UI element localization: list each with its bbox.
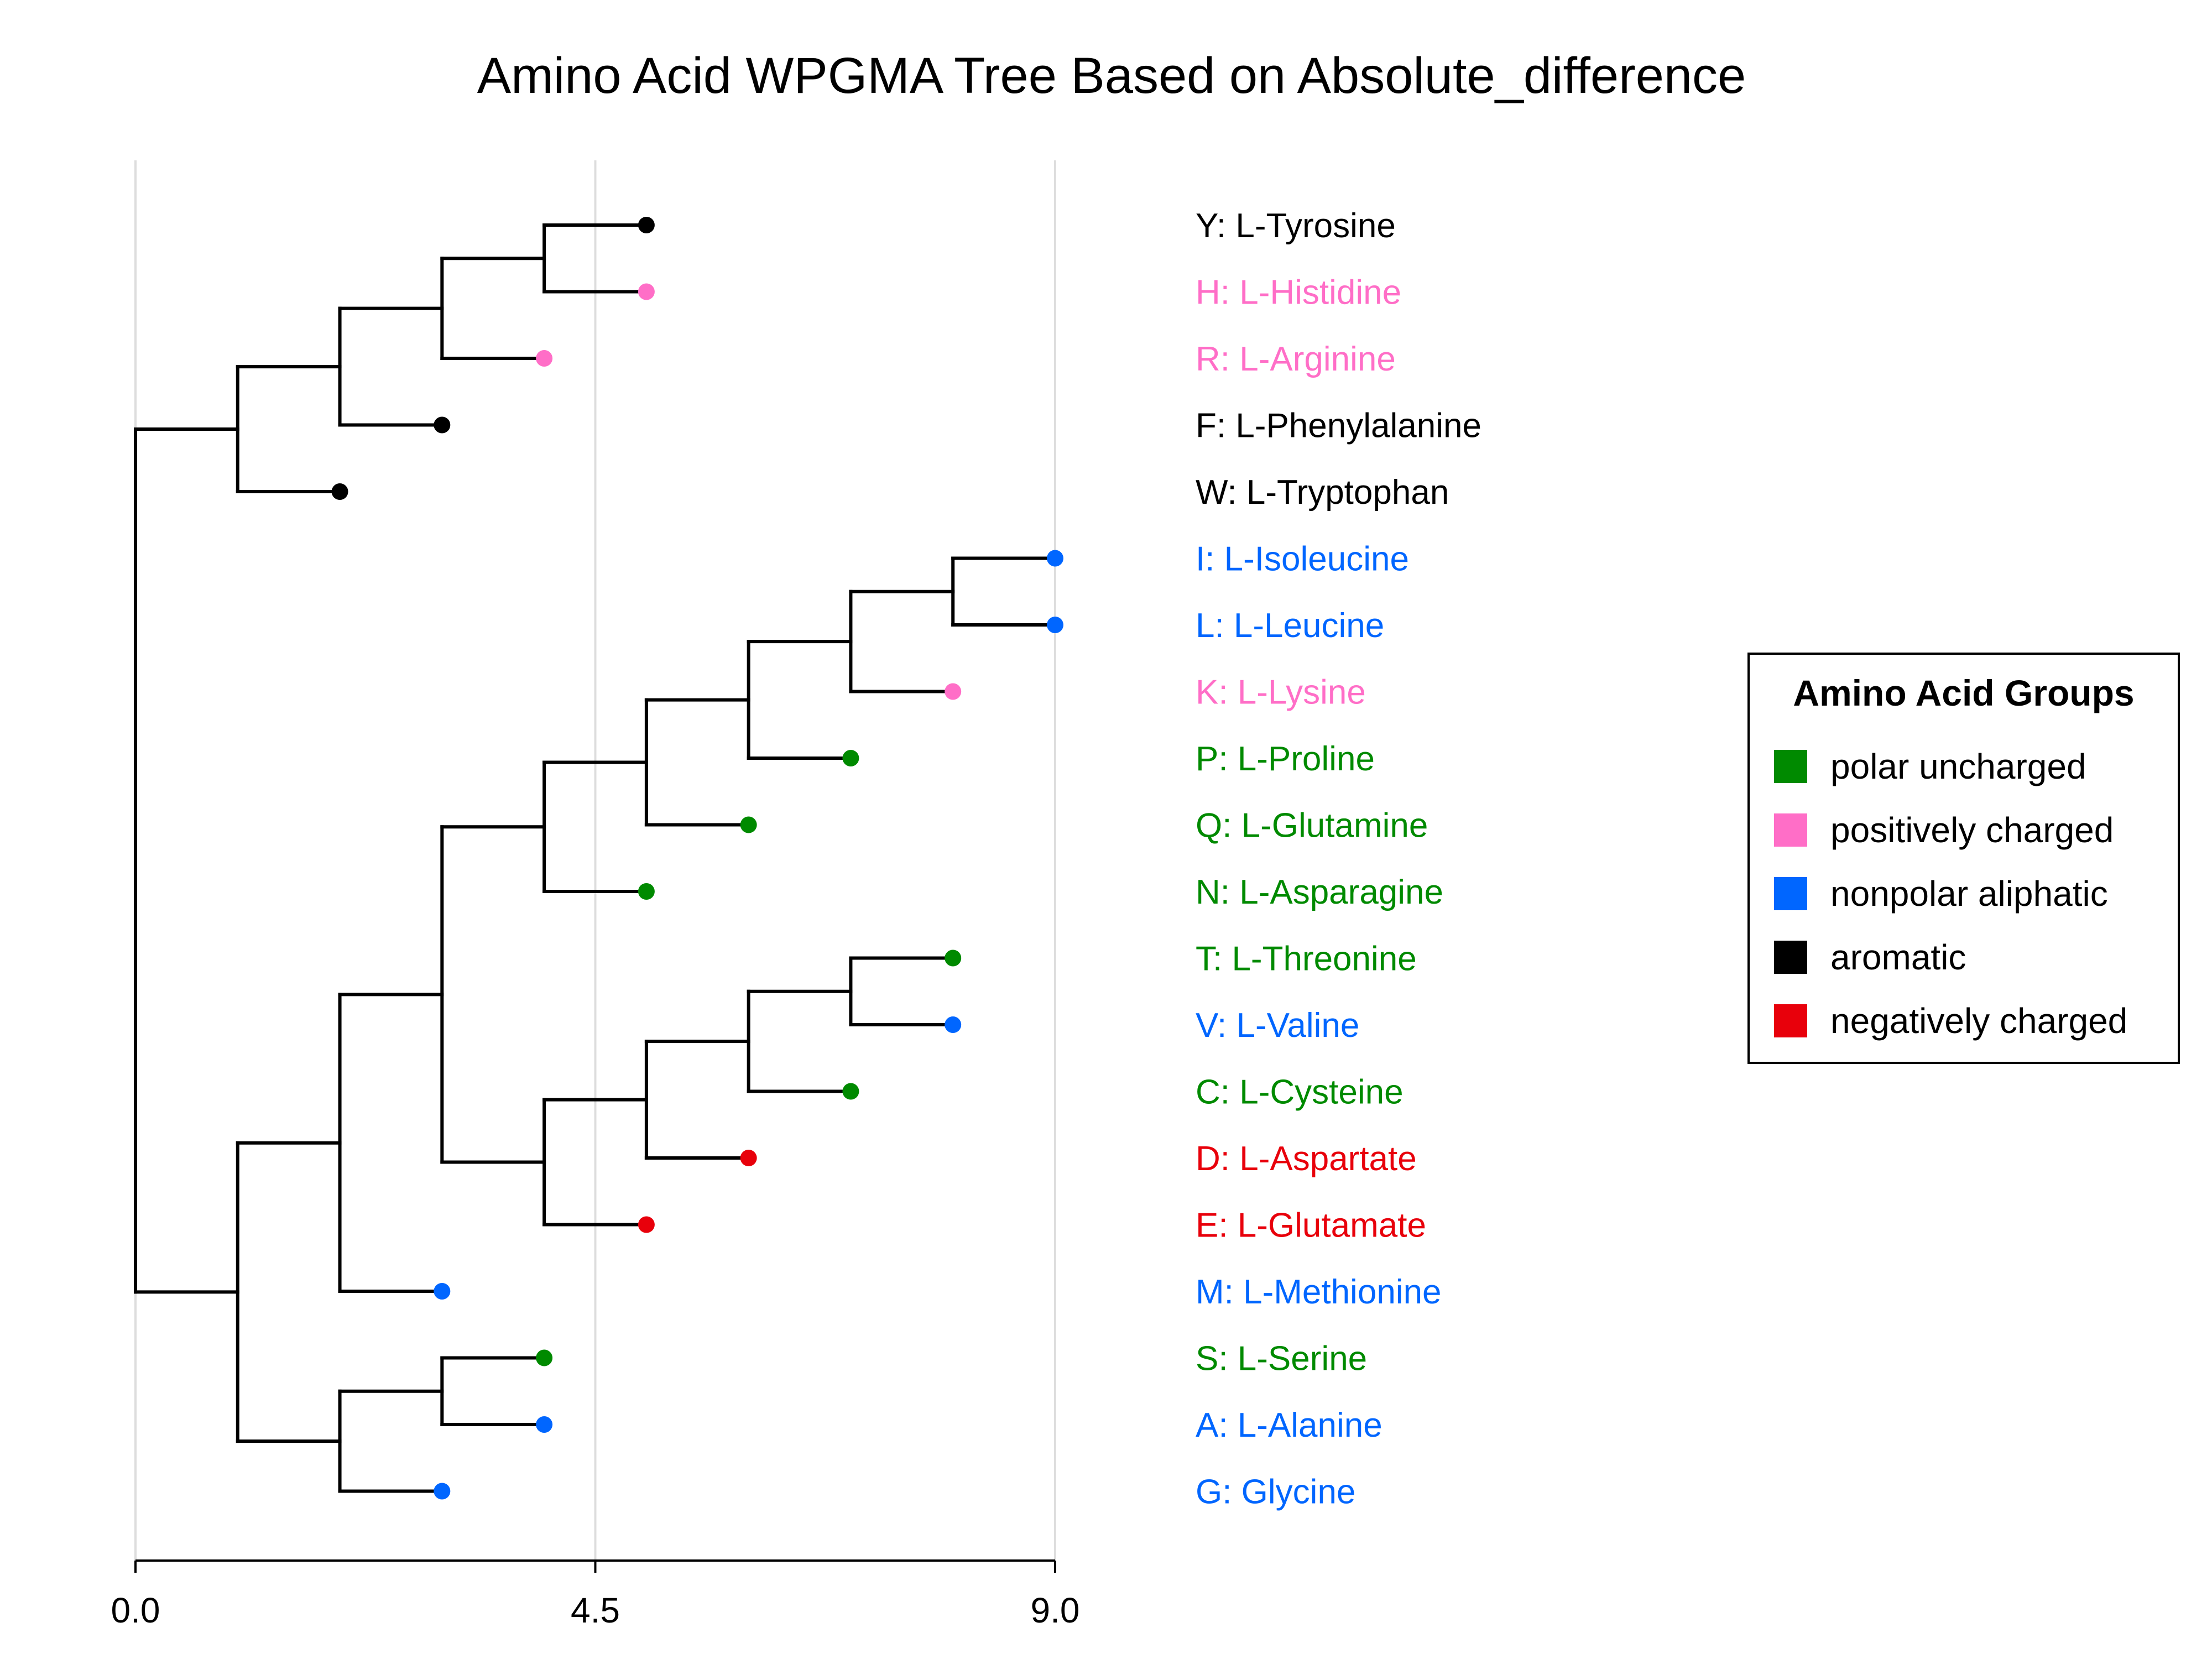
leaf-label: R: L-Arginine [1196, 340, 1396, 378]
leaf-marker [536, 1416, 553, 1433]
leaf-label: T: L-Threonine [1196, 940, 1417, 978]
legend-item-label: negatively charged [1830, 1001, 2127, 1041]
leaf-marker [536, 1349, 553, 1366]
leaf-marker [945, 950, 962, 967]
leaf-label: Q: L-Glutamine [1196, 807, 1428, 845]
leaf-label: F: L-Phenylalanine [1196, 407, 1481, 445]
legend-item-label: polar uncharged [1830, 747, 2086, 786]
legend-swatch [1774, 941, 1807, 974]
leaf-label: G: Glycine [1196, 1473, 1355, 1511]
leaf-label: P: L-Proline [1196, 740, 1375, 778]
legend-swatch [1774, 877, 1807, 910]
legend: Amino Acid Groups polar uncharged positiv… [1747, 653, 2180, 1064]
legend-items: polar uncharged positively charged nonpola… [1774, 747, 2127, 1041]
leaf-marker [740, 816, 757, 833]
legend-swatch [1774, 813, 1807, 847]
leaf-label: S: L-Serine [1196, 1340, 1367, 1378]
leaf-label: N: L-Asparagine [1196, 873, 1443, 911]
leaf-marker [945, 683, 962, 700]
leaf-label: C: L-Cysteine [1196, 1073, 1404, 1112]
legend-swatch [1774, 750, 1807, 783]
leaf-marker [434, 1283, 451, 1300]
x-axis: 0.0 4.5 9.0 [111, 1559, 1080, 1630]
tree-branches [134, 223, 1057, 1493]
leaf-label: I: L-Isoleucine [1196, 540, 1409, 578]
x-tick-label: 4.5 [571, 1590, 620, 1630]
chart-title: Amino Acid WPGMA Tree Based on Absolute_… [477, 48, 1746, 104]
leaf-labels: Y: L-Tyrosine H: L-Histidine R: L-Arginine… [1196, 207, 1481, 1511]
grid-lines [134, 160, 1056, 1561]
leaf-marker [638, 283, 655, 300]
legend-swatch [1774, 1004, 1807, 1037]
x-tick-label: 9.0 [1031, 1590, 1080, 1630]
leaf-label: H: L-Histidine [1196, 274, 1401, 312]
legend-item-label: aromatic [1830, 937, 1966, 977]
leaf-marker [638, 883, 655, 900]
leaf-label: L: L-Leucine [1196, 607, 1384, 645]
leaf-label: V: L-Valine [1196, 1006, 1359, 1045]
leaf-marker [331, 483, 348, 500]
leaf-label: W: L-Tryptophan [1196, 473, 1449, 512]
leaf-marker [434, 1483, 451, 1500]
leaf-label: D: L-Aspartate [1196, 1140, 1417, 1178]
leaf-marker [536, 350, 553, 367]
legend-box [1747, 653, 2180, 1064]
x-tick-label: 0.0 [111, 1590, 160, 1630]
legend-item-label: positively charged [1830, 810, 2114, 850]
leaf-marker [638, 1216, 655, 1233]
legend-title: Amino Acid Groups [1793, 672, 2134, 713]
leaf-marker [638, 217, 655, 233]
leaf-marker [1047, 550, 1063, 567]
leaf-marker [434, 416, 451, 434]
leaf-label: A: L-Alanine [1196, 1406, 1383, 1444]
leaf-label: Y: L-Tyrosine [1196, 207, 1396, 245]
leaf-marker [945, 1016, 962, 1033]
leaf-label: K: L-Lysine [1196, 674, 1366, 712]
leaf-marker [842, 1083, 859, 1100]
legend-item-label: nonpolar aliphatic [1830, 874, 2108, 914]
leaf-marker [842, 750, 859, 766]
leaf-marker [1047, 617, 1063, 633]
leaf-label: M: L-Methionine [1196, 1273, 1442, 1311]
leaf-markers [331, 217, 1063, 1500]
leaf-label: E: L-Glutamate [1196, 1207, 1426, 1245]
leaf-marker [740, 1150, 757, 1166]
